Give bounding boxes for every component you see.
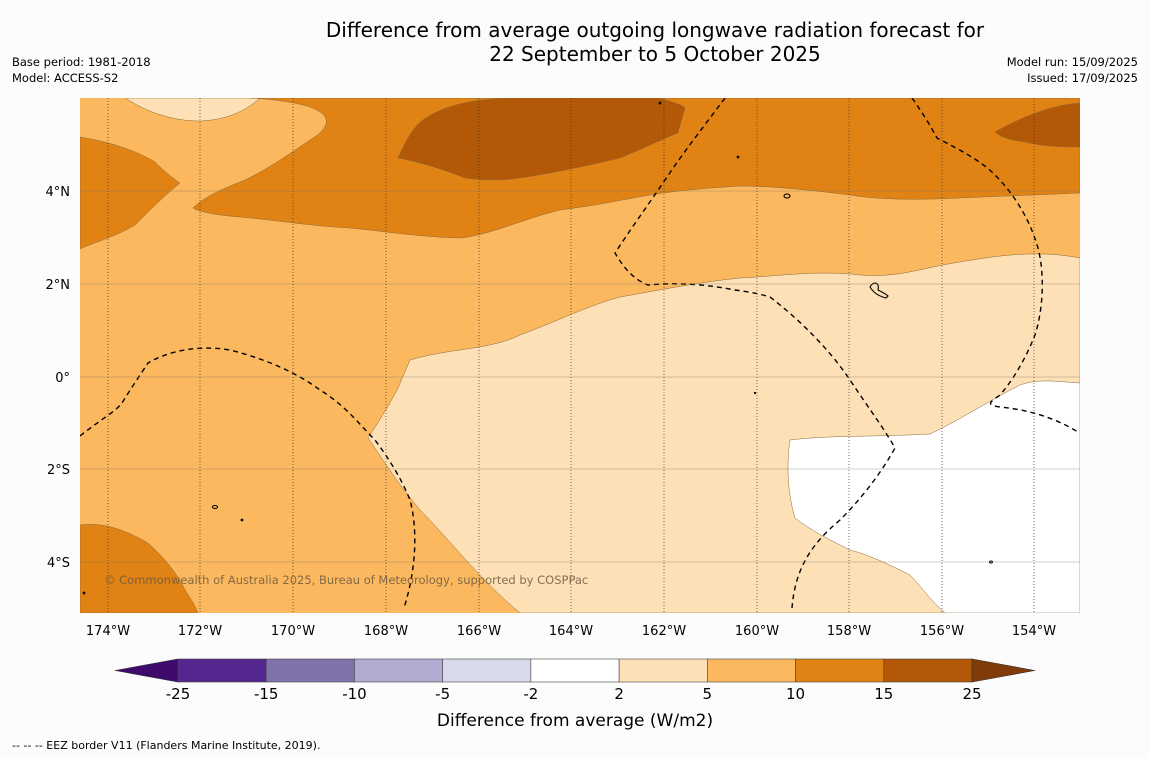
anomaly-2-5-region-north [124,98,261,122]
colorbar-tick-label: -25 [166,685,191,703]
eez-border-line [80,347,416,609]
colorbar-tick-label: 15 [874,685,893,703]
title-line-2: 22 September to 5 October 2025 [489,42,821,66]
colorbar-segment [265,658,355,683]
longitude-labels: 174°W 172°W 170°W 168°W 166°W 164°W 162°W 160°W… [86,624,1056,639]
latitude-labels: 4°N 2°N 0° 2°S 4°S [46,185,71,571]
longitude-label: 168°W [364,624,408,639]
island-marker [753,391,757,395]
island-marker [240,518,244,522]
longitude-label: 164°W [549,624,593,639]
anomaly-10-15-west [80,136,181,250]
colorbar-extension-high [971,658,1036,683]
colorbar: -25 -15 -10 -5 -2 2 5 10 15 25 [114,658,1036,703]
longitude-label: 174°W [86,624,130,639]
longitude-label: 156°W [920,624,964,639]
title-line-1: Difference from average outgoing longwav… [325,18,985,42]
eez-borders [80,98,1079,609]
longitude-label: 158°W [827,624,871,639]
anomaly-15-25-east [994,102,1080,148]
footnote: -- -- -- EEZ border V11 (Flanders Marine… [12,739,321,752]
metadata-left: Base period: 1981-2018 Model: ACCESS-S2 [12,54,151,86]
colorbar-segment [883,658,973,683]
colorbar-extension-low [114,658,179,683]
island-marker [783,193,791,199]
base-period: Base period: 1981-2018 [12,55,151,69]
colorbar-tick-label: -10 [342,685,367,703]
anomaly-15-25-region [397,98,686,181]
colorbar-tick-label: 10 [786,685,805,703]
colorbar-tick-label: -15 [254,685,279,703]
colorbar-segment [707,658,796,683]
island-marker [736,155,740,159]
colorbar-tick-label: 5 [703,685,713,703]
map-title: Difference from average outgoing longwav… [200,18,1110,66]
colorbar-tick-label: 2 [614,685,624,703]
map-plot-area [80,98,1080,613]
colorbar-segment [442,658,532,683]
anomaly-10-15-southwest [80,524,199,613]
model-name: Model: ACCESS-S2 [12,71,119,85]
latitude-label: 2°N [46,278,71,293]
eez-border-line [911,98,1079,433]
latitude-label: 2°S [47,463,70,478]
metadata-right: Model run: 15/09/2025 Issued: 17/09/2025 [1007,54,1138,86]
graticule [80,98,1080,613]
colorbar-tick-label: 25 [962,685,981,703]
eez-border-line [614,98,896,609]
longitude-label: 166°W [457,624,501,639]
colorbar-segment [530,658,620,683]
latitude-label: 4°N [46,185,71,200]
colorbar-tick-label: -5 [435,685,450,703]
island-marker [211,504,219,510]
island-marker [82,591,86,595]
latitude-label: 4°S [47,556,70,571]
model-run: Model run: 15/09/2025 [1006,55,1138,69]
colorbar-segment [177,658,267,683]
copyright-notice: © Commonwealth of Australia 2025, Bureau… [104,573,588,587]
longitude-label: 160°W [735,624,779,639]
issued-date: Issued: 17/09/2025 [1027,71,1138,85]
latitude-label: 0° [55,371,70,386]
longitude-label: 170°W [271,624,315,639]
island-marker [658,101,662,105]
longitude-label: 172°W [178,624,222,639]
longitude-label: 162°W [642,624,686,639]
colorbar-segment [618,658,708,683]
colorbar-label: Difference from average (W/m2) [437,711,713,731]
colorbar-segment [354,658,443,683]
longitude-label: 154°W [1012,624,1056,639]
colorbar-segment [795,658,885,683]
colorbar-tick-label: -2 [523,685,538,703]
island-marker [869,282,889,299]
neutral-region [787,380,1080,613]
islands [82,101,994,595]
